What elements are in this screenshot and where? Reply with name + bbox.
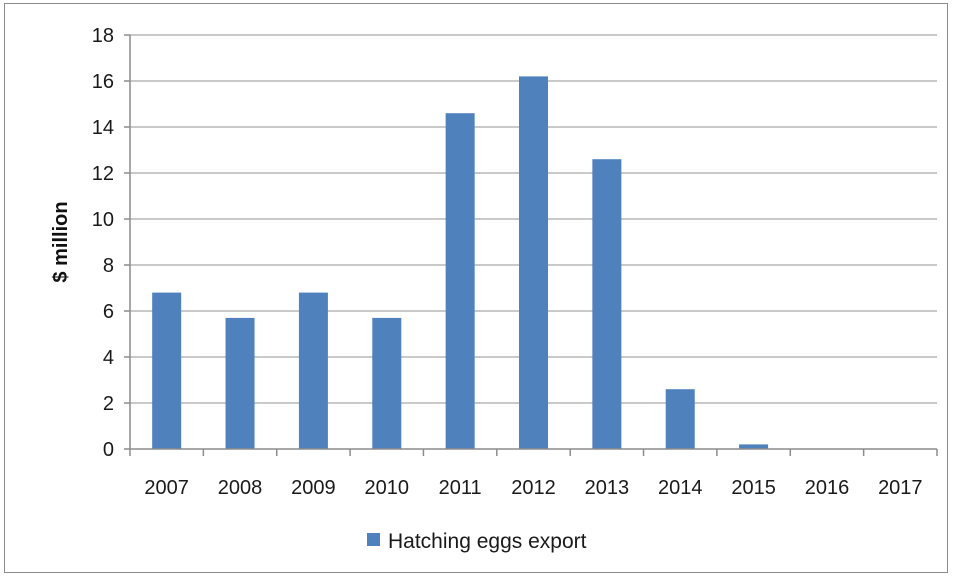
y-tick-label: 0 <box>103 439 114 461</box>
y-axis-ticks: 0 2 4 6 8 10 12 14 16 18 <box>92 25 131 461</box>
bar-2009 <box>298 292 328 449</box>
y-tick-label: 18 <box>92 25 114 47</box>
bar-2013 <box>592 159 622 449</box>
bar-2010 <box>372 317 402 449</box>
bar-2008 <box>225 317 255 449</box>
x-tick-label: 2012 <box>511 477 556 499</box>
x-tick-label: 2008 <box>218 477 263 499</box>
x-axis-ticks: 2007 2008 2009 2010 2011 2012 2013 2014 2015 2016… <box>144 477 922 499</box>
y-tick-label: 8 <box>103 255 114 277</box>
y-tick-label: 14 <box>92 117 114 139</box>
x-tick-label: 2013 <box>585 477 630 499</box>
legend-label: Hatching eggs export <box>388 530 587 553</box>
legend: Hatching eggs export <box>367 530 587 553</box>
y-tick-label: 16 <box>92 71 114 93</box>
x-tick-label: 2016 <box>805 477 850 499</box>
chart-frame <box>4 3 948 573</box>
y-tick-label: 2 <box>103 393 114 415</box>
y-tick-label: 10 <box>92 209 114 231</box>
x-tick-label: 2010 <box>365 477 410 499</box>
bar-2012 <box>519 76 548 450</box>
bar-2011 <box>445 113 475 449</box>
x-tick-label: 2014 <box>658 477 703 499</box>
x-tick-label: 2007 <box>144 477 189 499</box>
x-tick-label: 2009 <box>291 477 336 499</box>
x-tick-label: 2015 <box>731 477 776 499</box>
bars <box>152 76 769 450</box>
y-axis-label: $ million <box>50 201 72 282</box>
bar-2007 <box>152 292 182 449</box>
y-tick-label: 12 <box>92 163 114 185</box>
y-tick-label: 4 <box>103 347 114 369</box>
y-tick-label: 6 <box>103 301 114 323</box>
x-axis <box>129 448 938 456</box>
x-tick-label: 2011 <box>439 477 482 499</box>
x-tick-label: 2017 <box>878 477 923 499</box>
bar-2014 <box>665 389 695 449</box>
bar-2015 <box>739 444 769 449</box>
legend-swatch <box>367 533 380 546</box>
